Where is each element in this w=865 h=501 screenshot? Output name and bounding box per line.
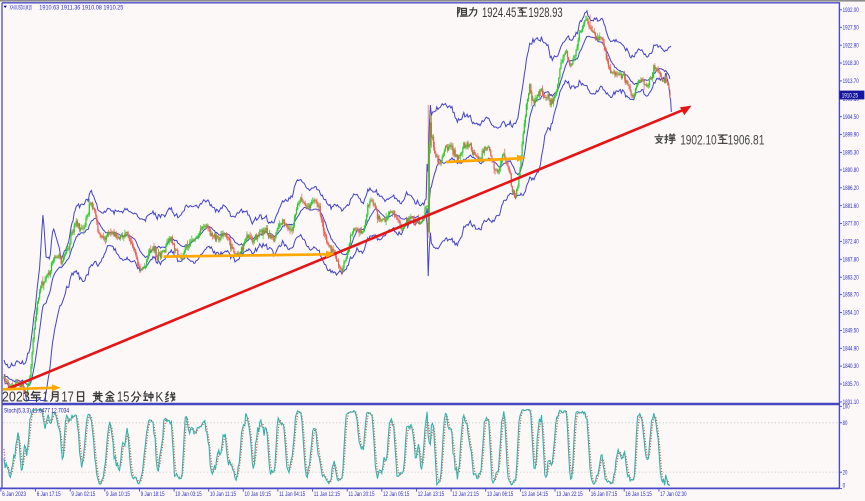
svg-text:1913.70: 1913.70 <box>843 78 859 85</box>
svg-text:1886.20: 1886.20 <box>843 185 859 192</box>
svg-text:11 Jan 04:15: 11 Jan 04:15 <box>279 491 305 498</box>
svg-text:1840.30: 1840.30 <box>843 364 859 371</box>
svg-text:16 Jan 15:15: 16 Jan 15:15 <box>625 491 651 498</box>
svg-text:1: 1 <box>43 389 48 406</box>
svg-text:1899.90: 1899.90 <box>843 132 859 139</box>
svg-text:10 Jan 11:15: 10 Jan 11:15 <box>210 491 236 498</box>
svg-text:1918.30: 1918.30 <box>843 61 859 68</box>
svg-text:11 Jan 12:15: 11 Jan 12:15 <box>314 491 340 498</box>
svg-text:17 Jan 02:30: 17 Jan 02:30 <box>660 491 686 498</box>
svg-text:1867.80: 1867.80 <box>843 257 859 264</box>
svg-text:9 Jan 18:15: 9 Jan 18:15 <box>141 491 165 498</box>
svg-text:1835.70: 1835.70 <box>843 382 859 389</box>
svg-text:1922.90: 1922.90 <box>843 43 859 50</box>
svg-text:1890.80: 1890.80 <box>843 167 859 174</box>
svg-text:12 Jan 21:15: 12 Jan 21:15 <box>452 491 478 498</box>
svg-text:6 Jan 2023: 6 Jan 2023 <box>2 491 26 498</box>
svg-text:1909.10: 1909.10 <box>843 96 859 103</box>
svg-text:13 Jan 14:15: 13 Jan 14:15 <box>522 491 548 498</box>
svg-text:10 Jan 03:15: 10 Jan 03:15 <box>175 491 201 498</box>
svg-text:1858.70: 1858.70 <box>843 292 859 299</box>
svg-text:12 Jan 13:15: 12 Jan 13:15 <box>418 491 444 498</box>
svg-text:XAUUSD#,M15: XAUUSD#,M15 <box>10 4 33 12</box>
svg-text:13 Jan 22:15: 13 Jan 22:15 <box>556 491 582 498</box>
svg-text:20: 20 <box>843 470 848 477</box>
svg-text:1904.50: 1904.50 <box>843 114 859 121</box>
svg-text:1932.00: 1932.00 <box>843 7 859 14</box>
svg-text:12 Jan 05:15: 12 Jan 05:15 <box>383 491 409 498</box>
svg-text:6 Jan 17:15: 6 Jan 17:15 <box>37 491 61 498</box>
svg-text:1849.50: 1849.50 <box>843 328 859 335</box>
svg-text:K: K <box>155 389 163 405</box>
svg-text:1928.93: 1928.93 <box>528 5 562 20</box>
svg-text:100: 100 <box>843 404 850 411</box>
svg-text:1927.50: 1927.50 <box>843 25 859 32</box>
svg-text:1924.45: 1924.45 <box>482 5 516 20</box>
svg-text:1872.40: 1872.40 <box>843 239 859 246</box>
svg-text:1831.10: 1831.10 <box>843 399 859 406</box>
svg-text:1844.90: 1844.90 <box>843 346 859 353</box>
svg-text:11 Jan 20:15: 11 Jan 20:15 <box>348 491 374 498</box>
svg-text:1910.25: 1910.25 <box>842 93 858 100</box>
svg-text:1877.00: 1877.00 <box>843 221 859 228</box>
svg-text:13 Jan 06:15: 13 Jan 06:15 <box>487 491 513 498</box>
svg-text:80: 80 <box>843 420 848 427</box>
svg-text:1902.10: 1902.10 <box>680 132 717 148</box>
svg-text:15: 15 <box>117 388 129 405</box>
svg-text:17: 17 <box>61 388 73 405</box>
svg-text:1895.30: 1895.30 <box>843 150 859 157</box>
svg-text:2023: 2023 <box>2 389 30 405</box>
svg-text:1863.20: 1863.20 <box>843 275 859 282</box>
svg-text:1854.10: 1854.10 <box>843 310 859 317</box>
svg-text:1910.63 1911.36 1910.08 1910.2: 1910.63 1911.36 1910.08 1910.25 <box>39 5 124 11</box>
svg-text:16 Jan 07:15: 16 Jan 07:15 <box>591 491 617 498</box>
svg-text:Stoch(5,3,3) 11.6477 12.7034: Stoch(5,3,3) 11.6477 12.7034 <box>4 408 69 415</box>
svg-text:1906.81: 1906.81 <box>728 132 765 148</box>
svg-text:9 Jan 10:15: 9 Jan 10:15 <box>106 491 130 498</box>
svg-text:1881.60: 1881.60 <box>843 203 859 210</box>
svg-text:10 Jan 19:15: 10 Jan 19:15 <box>245 491 271 498</box>
svg-text:0: 0 <box>843 483 846 490</box>
svg-text:9 Jan 02:15: 9 Jan 02:15 <box>71 491 95 498</box>
